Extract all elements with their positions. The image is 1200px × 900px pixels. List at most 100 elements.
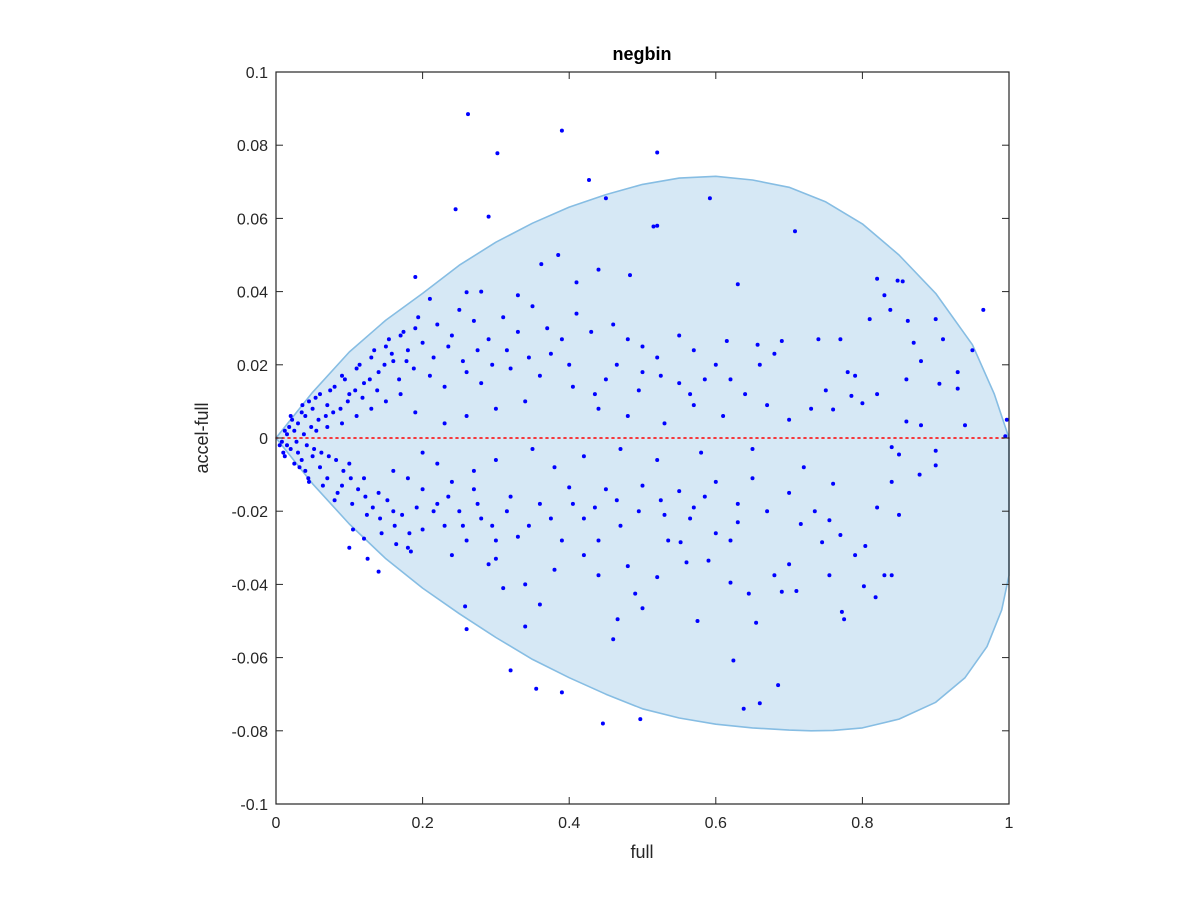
scatter-point [526, 355, 531, 360]
scatter-point [442, 523, 447, 528]
scatter-point [306, 476, 311, 481]
scatter-point [357, 362, 362, 367]
scatter-point [464, 627, 469, 632]
scatter-point [677, 489, 682, 494]
scatter-point [345, 399, 350, 404]
scatter-point [285, 432, 289, 437]
scatter-point [427, 373, 432, 378]
scatter-point [875, 276, 880, 281]
scatter-point [379, 531, 384, 536]
scatter-point [904, 419, 909, 424]
scatter-point [706, 558, 711, 563]
scatter-point [721, 414, 726, 418]
scatter-point [475, 348, 480, 353]
scatter-point [523, 399, 528, 404]
scatter-point [919, 423, 923, 428]
y-tick-label: 0.02 [237, 358, 268, 375]
scatter-point [414, 505, 419, 510]
scatter-point [853, 553, 858, 558]
scatter-point [801, 465, 806, 470]
scatter-point [427, 296, 432, 301]
scatter-point [735, 282, 740, 287]
scatter-point [530, 304, 535, 309]
region-area [275, 175, 1010, 732]
scatter-point [397, 377, 402, 382]
scatter-point [394, 542, 399, 547]
scatter-point [342, 377, 347, 382]
scatter-point [559, 538, 564, 543]
scatter-point [386, 337, 391, 342]
scatter-point [581, 553, 586, 558]
scatter-point [787, 417, 792, 422]
scatter-point [383, 399, 388, 404]
scatter-point [296, 421, 300, 426]
axis-ticks [275, 71, 1010, 805]
scatter-point [325, 476, 330, 481]
scatter-point [904, 377, 909, 382]
scatter-point [724, 339, 729, 343]
scatter-point [911, 340, 916, 345]
scatter-point [888, 307, 893, 312]
x-tick-label: 0.8 [851, 815, 873, 832]
scatter-point [287, 425, 292, 429]
x-tick-labels: 0 0.2 0.4 0.6 0.8 1 [272, 815, 1014, 832]
scatter-point [628, 273, 632, 278]
scatter-point [787, 562, 792, 567]
scatter-point [873, 595, 878, 600]
scatter-point [526, 523, 531, 528]
scatter-point [658, 373, 663, 378]
scatter-point [389, 351, 394, 356]
scatter-point [313, 395, 318, 400]
x-tick-label: 0 [272, 815, 281, 832]
scatter-point [347, 461, 352, 466]
scatter-point [933, 317, 938, 322]
scatter-point [845, 370, 850, 375]
scatter-point [559, 128, 564, 133]
scatter-point [493, 458, 498, 462]
y-tick-labels: -0.1 -0.08 -0.06 -0.04 -0.02 0 0.02 0.04 0.06 0.0… [232, 65, 269, 814]
scatter-point [310, 454, 315, 459]
scatter-point [735, 501, 740, 506]
scatter-point [633, 591, 638, 596]
scatter-point [279, 439, 284, 444]
scatter-point [691, 348, 696, 353]
scatter-point [348, 476, 353, 481]
scatter-point [515, 534, 520, 539]
x-axis-label: full [630, 842, 653, 862]
scatter-point [779, 589, 784, 594]
scatter-point [636, 509, 641, 514]
scatter-point [490, 523, 495, 528]
scatter-point [699, 450, 704, 455]
scatter-point [530, 447, 535, 451]
scatter-point [362, 476, 366, 481]
scatter-point [889, 479, 894, 484]
scatter-point [618, 447, 623, 451]
scatter-point [431, 355, 436, 360]
scatter-point [640, 483, 645, 488]
scatter-point [941, 337, 945, 342]
scatter-point [827, 573, 832, 578]
scatter-point [684, 560, 689, 565]
scatter-point [787, 490, 792, 495]
scatter-point [307, 479, 311, 484]
x-tick-label: 0.6 [705, 815, 727, 832]
y-tick-label: 0.1 [246, 65, 268, 82]
scatter-point [282, 454, 287, 459]
scatter-point [592, 392, 597, 397]
scatter-point [479, 516, 484, 521]
scatter-point [435, 322, 440, 327]
scatter-point [325, 425, 330, 429]
scatter-point [312, 447, 317, 451]
scatter-point [294, 439, 299, 444]
scatter-point [320, 483, 325, 488]
scatter-point [589, 329, 594, 334]
scatter-point [662, 512, 667, 517]
scatter-point [341, 468, 346, 473]
scatter-point [537, 373, 542, 378]
scatter-point [475, 501, 480, 506]
scatter-point [431, 509, 436, 514]
scatter-point [603, 487, 608, 492]
scatter-point [362, 381, 366, 386]
y-tick-label: -0.04 [232, 577, 269, 594]
scatter-point [655, 458, 660, 462]
